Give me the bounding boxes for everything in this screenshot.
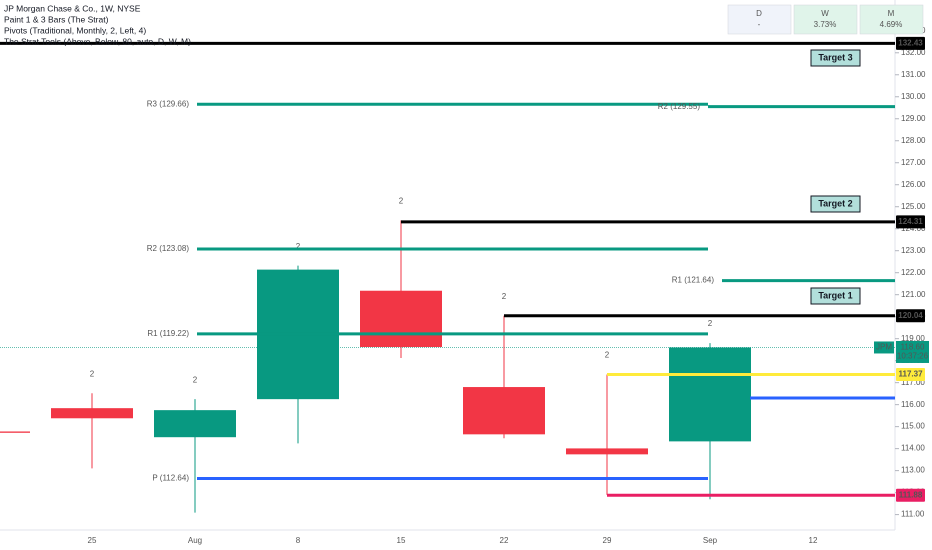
header-line: Paint 1 & 3 Bars (The Strat) bbox=[4, 14, 109, 24]
y-tick-label: 119.00 bbox=[901, 334, 925, 343]
x-tick-label: Sep bbox=[703, 536, 718, 545]
y-tick-label: 117.00 bbox=[901, 378, 925, 387]
y-tick-label: 115.00 bbox=[901, 422, 925, 431]
price-box-label: 111.88 bbox=[899, 490, 923, 499]
panel-cell bbox=[727, 4, 792, 35]
level-label: P (112.64) bbox=[152, 474, 189, 483]
level-label: R2 (123.08) bbox=[147, 244, 190, 253]
strat-label: 2 bbox=[708, 319, 713, 328]
symbol-tag-label: JPM bbox=[876, 343, 892, 352]
x-tick-label: 12 bbox=[809, 536, 818, 545]
panel-cell bbox=[793, 4, 858, 35]
y-tick-label: 114.00 bbox=[901, 444, 925, 453]
y-tick-label: 121.00 bbox=[901, 290, 926, 299]
strat-label: 2 bbox=[399, 196, 404, 205]
candle-body bbox=[669, 347, 751, 442]
y-tick-label: 132.00 bbox=[901, 48, 926, 57]
header-line: JP Morgan Chase & Co., 1W, NYSE bbox=[4, 3, 141, 13]
panel-value: - bbox=[758, 20, 761, 29]
panel-name: W bbox=[821, 9, 829, 18]
symbol-tag bbox=[874, 341, 894, 354]
panel-cell bbox=[859, 4, 924, 35]
panel-name: M bbox=[888, 9, 895, 18]
target-box bbox=[810, 287, 861, 305]
level-label: R2 (129.55) bbox=[658, 102, 701, 111]
strat-label: 2 bbox=[502, 292, 507, 301]
y-tick-label: 111.00 bbox=[901, 510, 925, 519]
y-tick-label: 130.00 bbox=[901, 92, 926, 101]
strat-label: 2 bbox=[193, 375, 198, 384]
price-box bbox=[896, 309, 925, 323]
y-tick-label: 129.00 bbox=[901, 114, 926, 123]
panel-value: 3.73% bbox=[814, 20, 837, 29]
candle-body bbox=[154, 410, 236, 438]
level-label: R3 (129.66) bbox=[147, 99, 190, 108]
price-box-label: 132.43 bbox=[898, 38, 923, 47]
last-price-box bbox=[896, 340, 929, 363]
level-label: R1 (119.22) bbox=[147, 329, 189, 338]
x-tick-label: Aug bbox=[188, 536, 202, 545]
x-tick-label: 8 bbox=[296, 536, 301, 545]
price-box-label: 117.37 bbox=[898, 370, 923, 379]
x-tick-label: 29 bbox=[603, 536, 612, 545]
y-tick-label: 113.00 bbox=[901, 466, 925, 475]
price-box-label: 124.31 bbox=[898, 217, 923, 226]
strat-label: 2 bbox=[296, 242, 301, 251]
y-tick-label: 128.00 bbox=[901, 136, 926, 145]
y-tick-label: 131.00 bbox=[901, 70, 926, 79]
y-tick-label: 125.00 bbox=[901, 202, 926, 211]
candle-body bbox=[463, 387, 545, 435]
y-tick-label: 127.00 bbox=[901, 158, 926, 167]
strat-label: 2 bbox=[605, 351, 610, 360]
countdown: 10:37:26 bbox=[897, 352, 929, 361]
target-box bbox=[810, 49, 861, 67]
price-box bbox=[896, 215, 925, 229]
level-label: R1 (121.64) bbox=[672, 276, 715, 285]
panel-name: D bbox=[756, 9, 762, 18]
y-tick-label: 116.00 bbox=[901, 400, 925, 409]
target-label: Target 2 bbox=[818, 198, 852, 208]
header-line: Pivots (Traditional, Monthly, 2, Left, 4… bbox=[4, 25, 146, 35]
candle-body bbox=[51, 408, 133, 419]
x-tick-label: 15 bbox=[397, 536, 406, 545]
price-box bbox=[896, 36, 925, 50]
header-line: The Strat Tools (Above, Below, 80, auto,… bbox=[4, 36, 191, 46]
price-box bbox=[896, 488, 925, 502]
target-box bbox=[810, 195, 861, 213]
candle-body bbox=[566, 448, 648, 455]
candle-body bbox=[0, 431, 30, 433]
y-tick-label: 123.00 bbox=[901, 246, 926, 255]
candle-body bbox=[360, 290, 442, 348]
price-box-label: 120.04 bbox=[898, 311, 923, 320]
x-tick-label: 25 bbox=[88, 536, 97, 545]
last-price-label: 118.60 bbox=[901, 343, 925, 352]
target-label: Target 3 bbox=[818, 52, 852, 62]
strat-label: 2 bbox=[90, 369, 95, 378]
target-label: Target 1 bbox=[818, 290, 852, 300]
y-tick-label: 126.00 bbox=[901, 180, 926, 189]
price-box bbox=[896, 368, 925, 382]
x-tick-label: 22 bbox=[500, 536, 509, 545]
y-tick-label: 122.00 bbox=[901, 268, 926, 277]
panel-value: 4.69% bbox=[880, 20, 903, 29]
